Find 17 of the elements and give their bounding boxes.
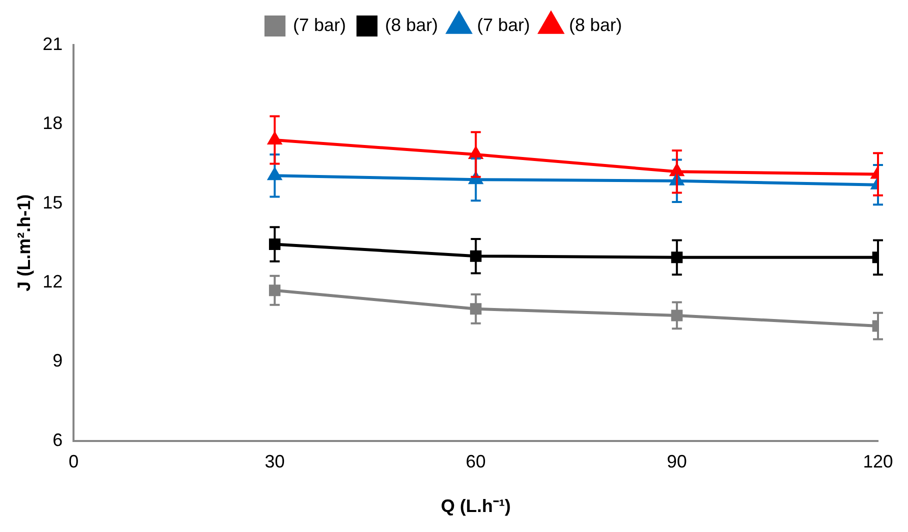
legend-label: (7 bar) — [292, 14, 346, 35]
x-axis-title: Q (L.h⁻¹) — [440, 496, 511, 516]
x-tick-label: 90 — [666, 452, 687, 472]
x-tick-label: 30 — [264, 452, 285, 472]
x-tick-label: 60 — [466, 452, 486, 472]
legend-label: (8 bar) — [569, 14, 622, 35]
legend-label: (7 bar) — [477, 14, 530, 35]
legend-label: (8 bar) — [384, 14, 438, 35]
x-tick-label: 120 — [862, 452, 894, 472]
y-tick-label: 12 — [42, 271, 63, 292]
y-axis-title: J (L.m².h-1) — [14, 194, 34, 292]
x-tick-label: 0 — [68, 452, 79, 472]
y-tick-label: 9 — [52, 350, 63, 371]
y-tick-label: 6 — [52, 430, 63, 450]
y-tick-label: 21 — [42, 34, 63, 54]
y-tick-label: 15 — [42, 192, 63, 212]
y-tick-label: 18 — [42, 113, 63, 134]
